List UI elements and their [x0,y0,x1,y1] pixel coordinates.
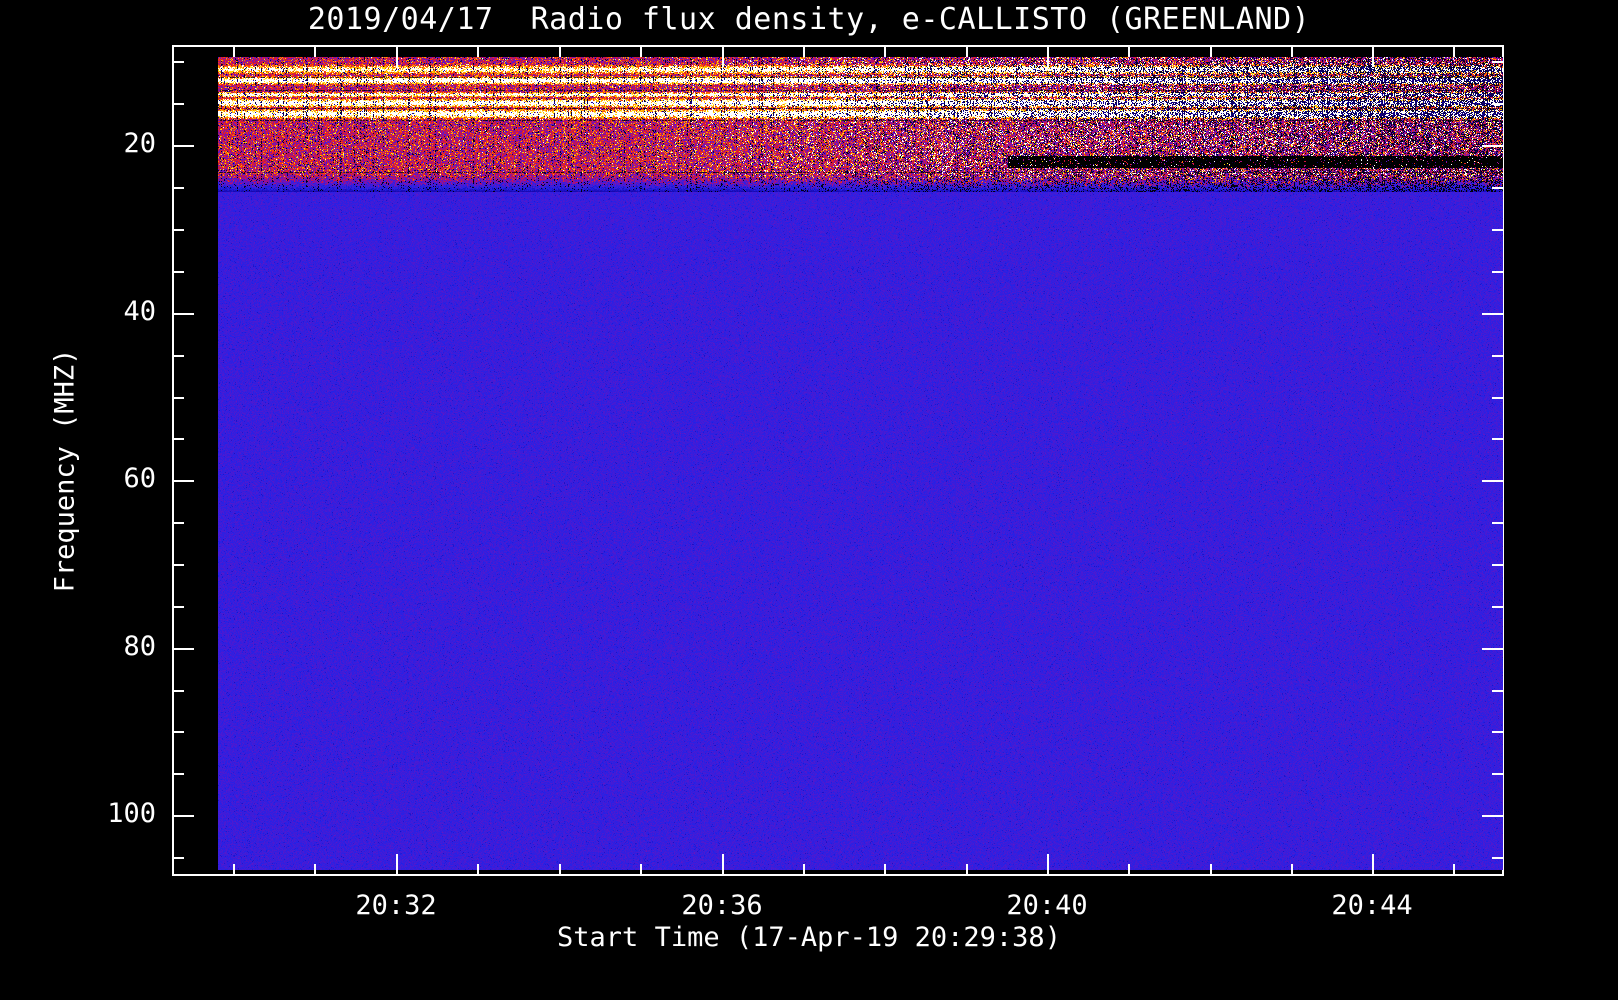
y-ticklabel-20: 20 [123,128,156,159]
x-tick-minor-top [884,45,886,57]
y-tick-minor [172,731,184,733]
y-tick-minor [172,187,184,189]
y-tick-major-40 [172,313,194,315]
y-tick-minor [172,857,184,859]
x-tick-major-top [1372,45,1374,67]
y-tick-minor [172,61,184,63]
y-tick-minor-right [1492,355,1504,357]
y-tick-minor [172,606,184,608]
x-tick-major-2044 [1372,854,1374,876]
y-axis-title: Frequency (MHZ) [49,348,81,593]
y-tick-minor [172,229,184,231]
x-tick-major-2036 [722,854,724,876]
x-tick-minor-top [233,45,235,57]
x-tick-minor-top [1128,45,1130,57]
y-tick-minor-right [1492,731,1504,733]
x-tick-minor-top [314,45,316,57]
x-tick-minor-top [1291,45,1293,57]
y-tick-minor [172,564,184,566]
x-ticklabel-2036: 20:36 [681,890,763,921]
x-tick-minor-top [1453,45,1455,57]
y-tick-major-right [1482,648,1504,650]
y-tick-minor [172,690,184,692]
y-tick-major-right [1482,815,1504,817]
y-tick-minor [172,271,184,273]
x-axis-title: Start Time (17-Apr-19 20:29:38) [557,922,1061,953]
y-ticklabel-60: 60 [123,463,156,494]
y-tick-minor-right [1492,690,1504,692]
y-tick-major-right [1482,145,1504,147]
x-tick-minor [477,864,479,876]
x-tick-major-2040 [1047,854,1049,876]
y-tick-minor [172,397,184,399]
y-tick-minor [172,355,184,357]
x-ticklabel-2044: 20:44 [1331,890,1413,921]
x-tick-major-top [396,45,398,67]
y-ticklabel-80: 80 [123,631,156,662]
y-tick-minor [172,438,184,440]
x-tick-minor-top [966,45,968,57]
x-tick-major-2032 [396,854,398,876]
y-tick-minor-right [1492,187,1504,189]
x-tick-minor-top [477,45,479,57]
y-tick-major-right [1482,313,1504,315]
y-tick-minor-right [1492,773,1504,775]
y-tick-minor [172,773,184,775]
y-ticklabel-40: 40 [123,296,156,327]
figure-title: 2019/04/17 Radio flux density, e-CALLIST… [307,2,1311,37]
y-tick-minor [172,103,184,105]
x-tick-minor [314,864,316,876]
y-tick-major-right [1482,480,1504,482]
x-tick-minor [1291,864,1293,876]
x-tick-minor-top [803,45,805,57]
y-tick-minor-right [1492,271,1504,273]
x-tick-minor [233,864,235,876]
y-tick-major-20 [172,145,194,147]
y-tick-major-100 [172,815,194,817]
x-tick-minor [803,864,805,876]
y-tick-minor [172,522,184,524]
x-ticklabel-2032: 20:32 [355,890,437,921]
x-tick-minor [1210,864,1212,876]
y-tick-major-80 [172,648,194,650]
y-tick-minor-right [1492,103,1504,105]
spectrogram-image [218,57,1503,870]
y-tick-minor-right [1492,606,1504,608]
x-tick-minor [884,864,886,876]
y-tick-minor-right [1492,564,1504,566]
x-tick-major-top [1047,45,1049,67]
x-tick-minor-top [640,45,642,57]
x-tick-minor [1128,864,1130,876]
x-tick-minor-top [1210,45,1212,57]
y-tick-minor-right [1492,522,1504,524]
y-tick-minor-right [1492,397,1504,399]
y-tick-minor-right [1492,229,1504,231]
y-tick-minor-right [1492,438,1504,440]
x-tick-minor [1453,864,1455,876]
x-tick-minor-top [559,45,561,57]
y-ticklabel-100: 100 [107,798,156,829]
y-tick-minor-right [1492,857,1504,859]
x-tick-minor [559,864,561,876]
x-ticklabel-2040: 20:40 [1006,890,1088,921]
y-tick-minor-right [1492,61,1504,63]
x-tick-minor [640,864,642,876]
y-tick-major-60 [172,480,194,482]
spectrogram-canvas [218,57,1503,870]
x-tick-major-top [722,45,724,67]
x-tick-minor [966,864,968,876]
